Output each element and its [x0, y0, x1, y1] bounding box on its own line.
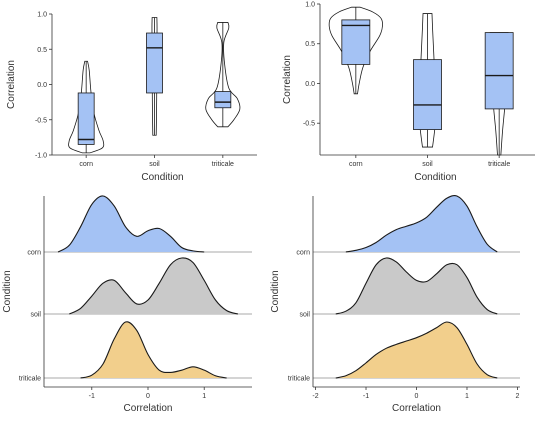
- box-triticale: [484, 32, 514, 110]
- ridge-area-soil: [69, 257, 238, 314]
- y-tick-label: 0.0: [37, 82, 47, 89]
- category-label-corn: corn: [349, 161, 363, 168]
- y-tick-label: -0.5: [303, 121, 315, 128]
- y-tick-label: -0.5: [35, 117, 47, 124]
- category-label-soil: soil: [30, 312, 41, 319]
- category-label-corn: corn: [27, 250, 41, 257]
- ridge-line-triticale: [335, 321, 498, 379]
- category-label-soil: soil: [149, 161, 160, 168]
- category-label-triticale: triticale: [19, 376, 41, 383]
- violin-panel-2: 1.0 0.5 0.0 -0.5 corn soil triticale Condition C…: [282, 2, 535, 183]
- ridgeline-panel-2: corn soil triticale -2 -1 0 1 2 Correlation Condi…: [270, 194, 520, 414]
- ridge-line-triticale: [80, 321, 227, 379]
- category-label-corn: corn: [79, 161, 93, 168]
- category-label-triticale: triticale: [288, 376, 310, 383]
- x-tick-label: -1: [363, 393, 369, 400]
- box-corn: [341, 19, 371, 65]
- ridge-area-triticale: [335, 322, 498, 378]
- y-tick-label: 1.0: [305, 2, 315, 9]
- y-axis-title: Correlation: [282, 55, 293, 104]
- y-axis-title: Correlation: [6, 60, 17, 109]
- box-triticale: [214, 91, 232, 109]
- y-tick-label: -1.0: [35, 153, 47, 160]
- x-tick-label: 1: [465, 393, 469, 400]
- x-tick-label: 1: [202, 393, 206, 400]
- y-tick-label: 0.5: [37, 47, 47, 54]
- box-corn: [77, 92, 95, 145]
- y-axis-title: Condition: [270, 270, 281, 312]
- category-label-triticale: triticale: [212, 161, 234, 168]
- category-label-triticale: triticale: [488, 161, 510, 168]
- box-soil: [413, 59, 442, 130]
- category-label-corn: corn: [296, 250, 310, 257]
- y-axis-title: Condition: [2, 270, 13, 312]
- x-axis-title: Correlation: [392, 403, 441, 414]
- ridge-area-triticale: [80, 321, 227, 378]
- x-axis-title: Condition: [141, 172, 183, 183]
- ridgeline-panel-1: corn soil triticale -1 0 1 Correlation Conditio…: [2, 195, 252, 414]
- x-tick-label: -2: [312, 393, 318, 400]
- ridge-area-corn: [58, 195, 205, 252]
- y-tick-label: 1.0: [37, 12, 47, 19]
- violin-panel-1: 1.0 0.5 0.0 -0.5 -1.0 corn soil triticale Condit…: [6, 12, 257, 183]
- ridge-area-soil: [335, 257, 498, 314]
- x-tick-label: 0: [146, 393, 150, 400]
- x-tick-label: 0: [415, 393, 419, 400]
- ridge-line-corn: [57, 195, 205, 253]
- category-label-soil: soil: [422, 161, 433, 168]
- y-tick-label: 0.0: [305, 81, 315, 88]
- x-axis-title: Condition: [414, 172, 456, 183]
- box-soil: [146, 32, 163, 94]
- y-tick-label: 0.5: [305, 41, 315, 48]
- ridge-line-soil: [69, 257, 239, 315]
- x-axis-title: Correlation: [124, 403, 173, 414]
- ridge-area-corn: [345, 195, 498, 252]
- ridge-line-corn: [345, 194, 498, 253]
- ridge-line-soil: [335, 257, 498, 315]
- category-label-soil: soil: [299, 312, 310, 319]
- x-tick-label: -1: [89, 393, 95, 400]
- x-tick-label: 2: [516, 393, 520, 400]
